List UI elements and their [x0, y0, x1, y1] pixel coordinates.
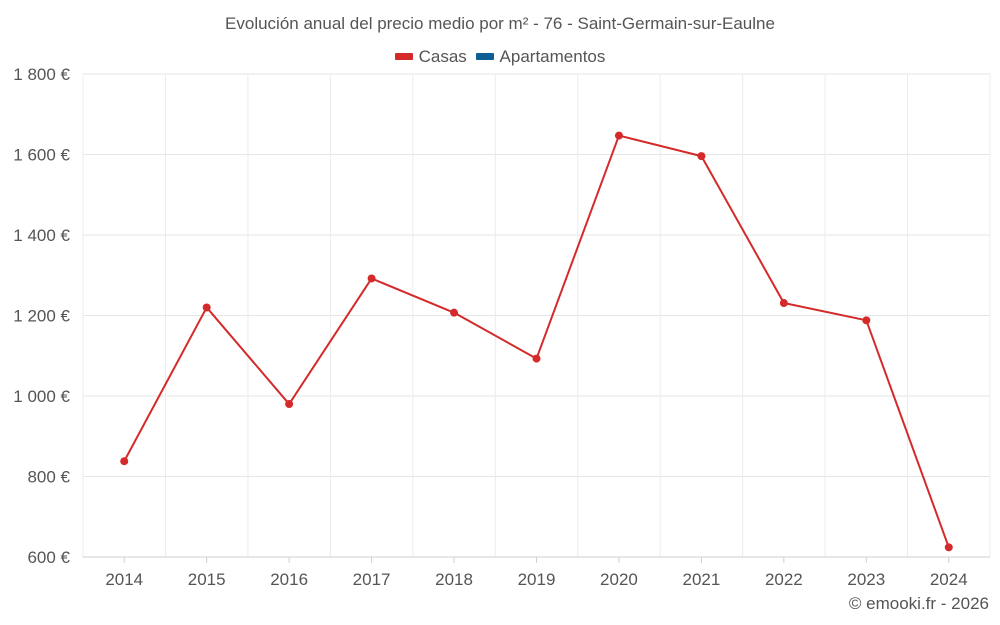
data-point[interactable] [450, 308, 459, 317]
legend-item-apartamentos[interactable]: Apartamentos [475, 46, 606, 67]
x-tick-label: 2014 [105, 570, 143, 589]
chart-legend: Casas Apartamentos [0, 45, 1000, 67]
grid-lines [82, 73, 991, 558]
data-point[interactable] [285, 400, 294, 409]
legend-label-apartamentos: Apartamentos [499, 46, 606, 66]
credit-text: © emooki.fr - 2026 [848, 594, 989, 613]
legend-swatch-casas [394, 53, 413, 60]
data-point[interactable] [944, 543, 953, 552]
y-tick-label: 600 € [27, 548, 70, 567]
y-tick-label: 1 600 € [13, 146, 70, 165]
chart-title: Evolución anual del precio medio por m² … [225, 14, 775, 33]
x-tick-label: 2016 [270, 570, 308, 589]
legend-swatch-apartamentos [475, 53, 494, 60]
data-point[interactable] [532, 354, 541, 363]
y-axis: 600 € 800 € 1 000 € 1 200 € 1 400 € 1 600 € 1 … [13, 65, 70, 567]
data-point[interactable] [120, 457, 129, 466]
y-tick-label: 1 400 € [13, 226, 70, 245]
x-tick-label: 2015 [188, 570, 226, 589]
data-point[interactable] [697, 152, 706, 161]
y-tick-label: 1 800 € [13, 65, 70, 84]
x-axis: 2014 2015 2016 2017 2018 2019 2020 2021 2022 2023… [83, 556, 990, 589]
x-tick-label: 2019 [518, 570, 556, 589]
data-point[interactable] [614, 131, 623, 140]
y-tick-label: 1 200 € [13, 307, 70, 326]
x-tick-label: 2020 [600, 570, 638, 589]
data-point[interactable] [202, 303, 211, 312]
data-point[interactable] [367, 274, 376, 283]
data-point[interactable] [862, 316, 871, 325]
series-layer [120, 131, 953, 552]
legend-item-casas[interactable]: Casas [394, 46, 467, 67]
data-point[interactable] [779, 299, 788, 308]
x-tick-label: 2023 [847, 570, 885, 589]
y-tick-label: 1 000 € [13, 387, 70, 406]
x-tick-label: 2021 [682, 570, 720, 589]
legend-label-casas: Casas [418, 46, 467, 66]
x-tick-label: 2024 [930, 570, 968, 589]
x-tick-label: 2018 [435, 570, 473, 589]
x-tick-label: 2022 [765, 570, 803, 589]
y-tick-label: 800 € [27, 468, 70, 487]
x-tick-label: 2017 [353, 570, 391, 589]
